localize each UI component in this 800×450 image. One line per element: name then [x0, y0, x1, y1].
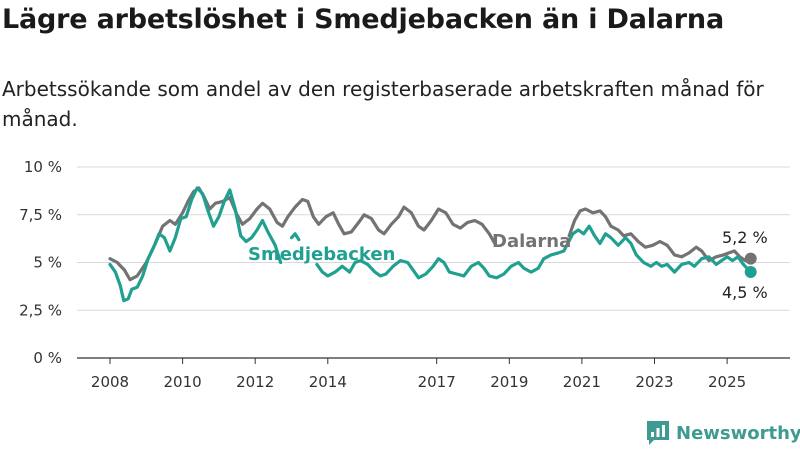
- x-tick-label: 2008: [91, 373, 129, 391]
- series-line-smedjebacken: [108, 186, 283, 303]
- x-tick-label: 2012: [236, 373, 274, 391]
- newsworthy-logo-icon: [647, 421, 669, 445]
- x-tick-label: 2010: [164, 373, 202, 391]
- end-point-dalarna: [744, 252, 757, 265]
- series-line-dalarna: [567, 207, 753, 263]
- series-labels: Dalarna Smedjebacken 5,2 % 4,5 %: [248, 228, 768, 302]
- end-label-smedjebacken: 4,5 %: [722, 283, 768, 302]
- brand: Newsworthy: [646, 420, 800, 446]
- y-tick-label: 2,5 %: [19, 301, 62, 319]
- x-tick-label: 2025: [708, 373, 746, 391]
- series-lines: [108, 186, 757, 303]
- y-tick-label: 0 %: [33, 349, 62, 367]
- series-line-smedjebacken: [289, 232, 301, 242]
- x-axis: 2008 2010 2012 2014 2017 2019 2021 2023 2025: [91, 358, 746, 391]
- series-label-smedjebacken: Smedjebacken: [248, 244, 395, 265]
- chart-subtitle: Arbetssökande som andel av den registerb…: [2, 77, 764, 131]
- series-label-dalarna: Dalarna: [492, 231, 571, 252]
- x-tick-label: 2014: [309, 373, 347, 391]
- end-point-smedjebacken: [744, 266, 757, 279]
- y-axis: 0 % 2,5 % 5 % 7,5 % 10 %: [19, 158, 62, 367]
- x-tick-label: 2017: [418, 373, 456, 391]
- end-label-dalarna: 5,2 %: [722, 228, 768, 247]
- chart-title: Lägre arbetslöshet i Smedjebacken än i D…: [2, 4, 724, 35]
- series-line-dalarna: [108, 186, 497, 282]
- x-tick-label: 2019: [490, 373, 528, 391]
- brand-name: Newsworthy: [676, 422, 800, 444]
- y-tick-label: 10 %: [24, 158, 62, 176]
- series-line-smedjebacken: [315, 224, 753, 280]
- x-tick-label: 2021: [563, 373, 601, 391]
- y-tick-label: 7,5 %: [19, 206, 62, 224]
- y-tick-label: 5 %: [33, 254, 62, 272]
- x-tick-label: 2023: [635, 373, 673, 391]
